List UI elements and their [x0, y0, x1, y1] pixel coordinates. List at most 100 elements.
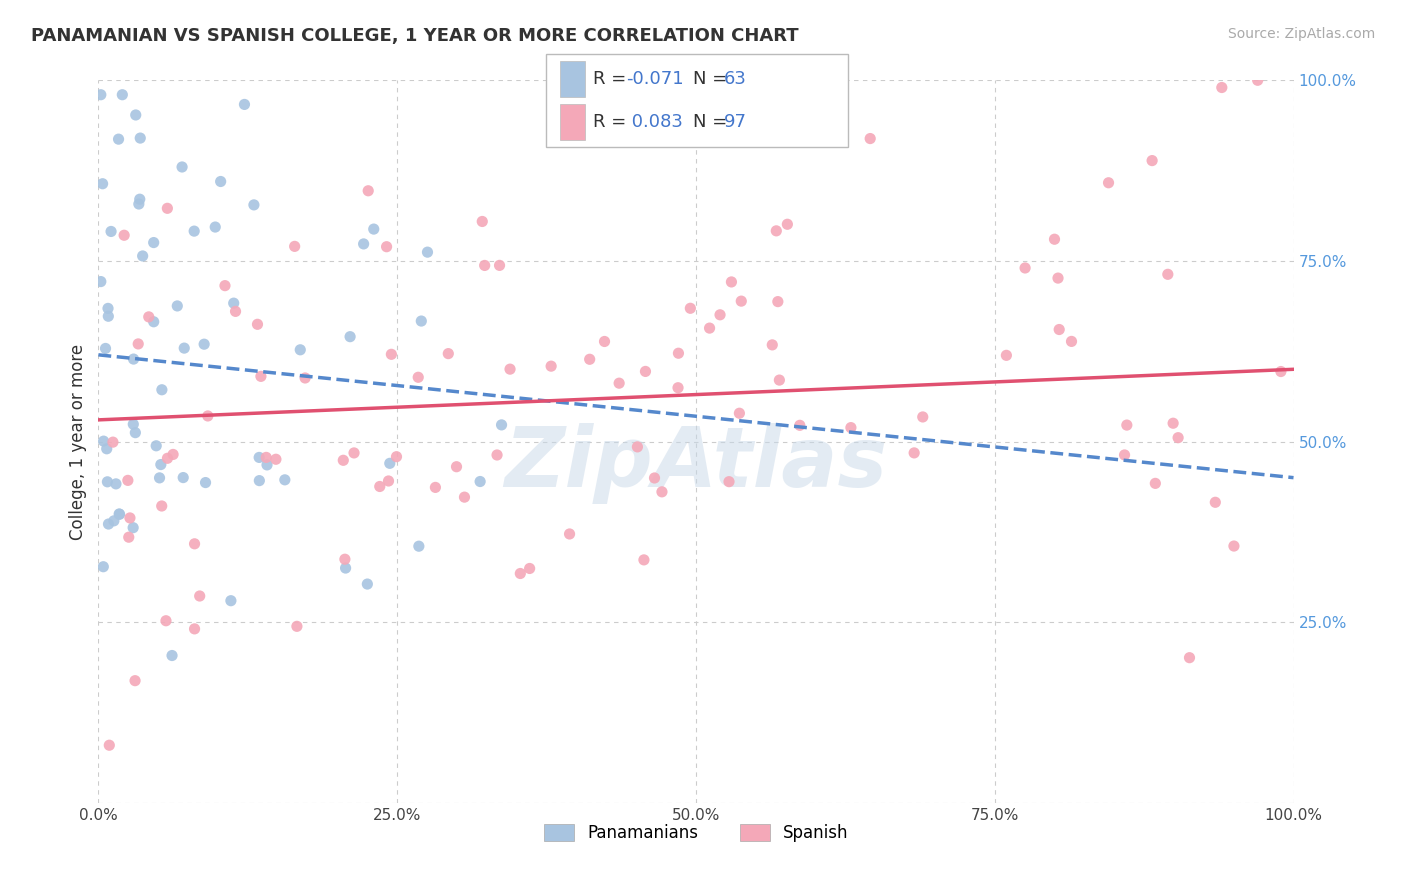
Point [1223, 539, 1246, 553]
Point [96, 475, 118, 489]
Point [333, 552, 356, 566]
Point [156, 202, 179, 216]
Point [453, 490, 475, 504]
Point [499, 362, 522, 376]
Point [127, 337, 149, 351]
Point [100, 224, 122, 238]
Point [150, 499, 173, 513]
Point [194, 475, 217, 490]
Text: R =: R = [593, 113, 633, 131]
Point [142, 315, 165, 329]
Point [911, 409, 934, 424]
Point [183, 537, 205, 551]
Point [219, 593, 242, 607]
Point [290, 343, 312, 357]
Point [90, 87, 112, 102]
Text: N =: N = [693, 70, 733, 87]
Point [246, 318, 269, 332]
Point [125, 108, 148, 122]
Point [378, 456, 401, 470]
Point [776, 217, 799, 231]
Point [789, 418, 811, 433]
Point [1140, 153, 1163, 168]
Point [380, 347, 402, 361]
Point [634, 364, 657, 378]
Point [243, 198, 266, 212]
Point [593, 334, 616, 349]
Point [254, 450, 277, 465]
Point [97, 301, 120, 316]
Point [150, 383, 173, 397]
Legend: Panamanians, Spanish: Panamanians, Spanish [537, 817, 855, 848]
Point [343, 446, 366, 460]
Point [122, 352, 145, 367]
Point [166, 299, 188, 313]
Point [264, 452, 287, 467]
Point [666, 381, 689, 395]
Point [368, 479, 391, 493]
Point [679, 301, 702, 316]
Point [644, 471, 666, 485]
Point [128, 192, 150, 206]
Point [761, 338, 783, 352]
Point [111, 87, 134, 102]
Point [107, 132, 129, 146]
Point [274, 473, 297, 487]
Point [209, 174, 232, 188]
Point [142, 235, 165, 250]
Point [1178, 650, 1201, 665]
Point [1167, 431, 1189, 445]
Point [98, 738, 121, 752]
Point [124, 673, 146, 688]
Point [204, 220, 226, 235]
Point [411, 314, 433, 328]
Point [416, 245, 439, 260]
Point [1161, 416, 1184, 430]
Point [363, 222, 385, 236]
Point [375, 240, 398, 254]
Point [509, 566, 531, 581]
Point [406, 370, 429, 384]
Point [138, 310, 160, 324]
Point [128, 197, 150, 211]
Point [117, 474, 139, 488]
Point [1204, 495, 1226, 509]
Point [188, 589, 211, 603]
Point [222, 296, 245, 310]
Point [250, 369, 273, 384]
Point [995, 348, 1018, 362]
Point [730, 294, 752, 309]
Point [468, 475, 491, 489]
Point [717, 475, 740, 489]
Point [247, 474, 270, 488]
Point [471, 214, 494, 228]
Point [1144, 476, 1167, 491]
Point [1115, 418, 1137, 433]
Point [768, 373, 790, 387]
Point [357, 184, 380, 198]
Point [108, 508, 131, 522]
Point [488, 259, 510, 273]
Point [1211, 80, 1233, 95]
Point [1014, 260, 1036, 275]
Point [131, 249, 153, 263]
Point [633, 553, 655, 567]
Point [122, 521, 145, 535]
Point [124, 425, 146, 440]
Point [765, 224, 787, 238]
Point [172, 160, 194, 174]
Point [104, 476, 127, 491]
Point [118, 511, 141, 525]
Point [356, 577, 378, 591]
Point [332, 453, 354, 467]
Point [1043, 232, 1066, 246]
Point [103, 514, 125, 528]
Point [148, 471, 170, 485]
Point [162, 447, 184, 461]
Point [709, 308, 731, 322]
Point [96, 442, 118, 456]
Point [256, 458, 278, 472]
Point [108, 507, 131, 521]
Point [214, 278, 236, 293]
Point [1060, 334, 1083, 349]
